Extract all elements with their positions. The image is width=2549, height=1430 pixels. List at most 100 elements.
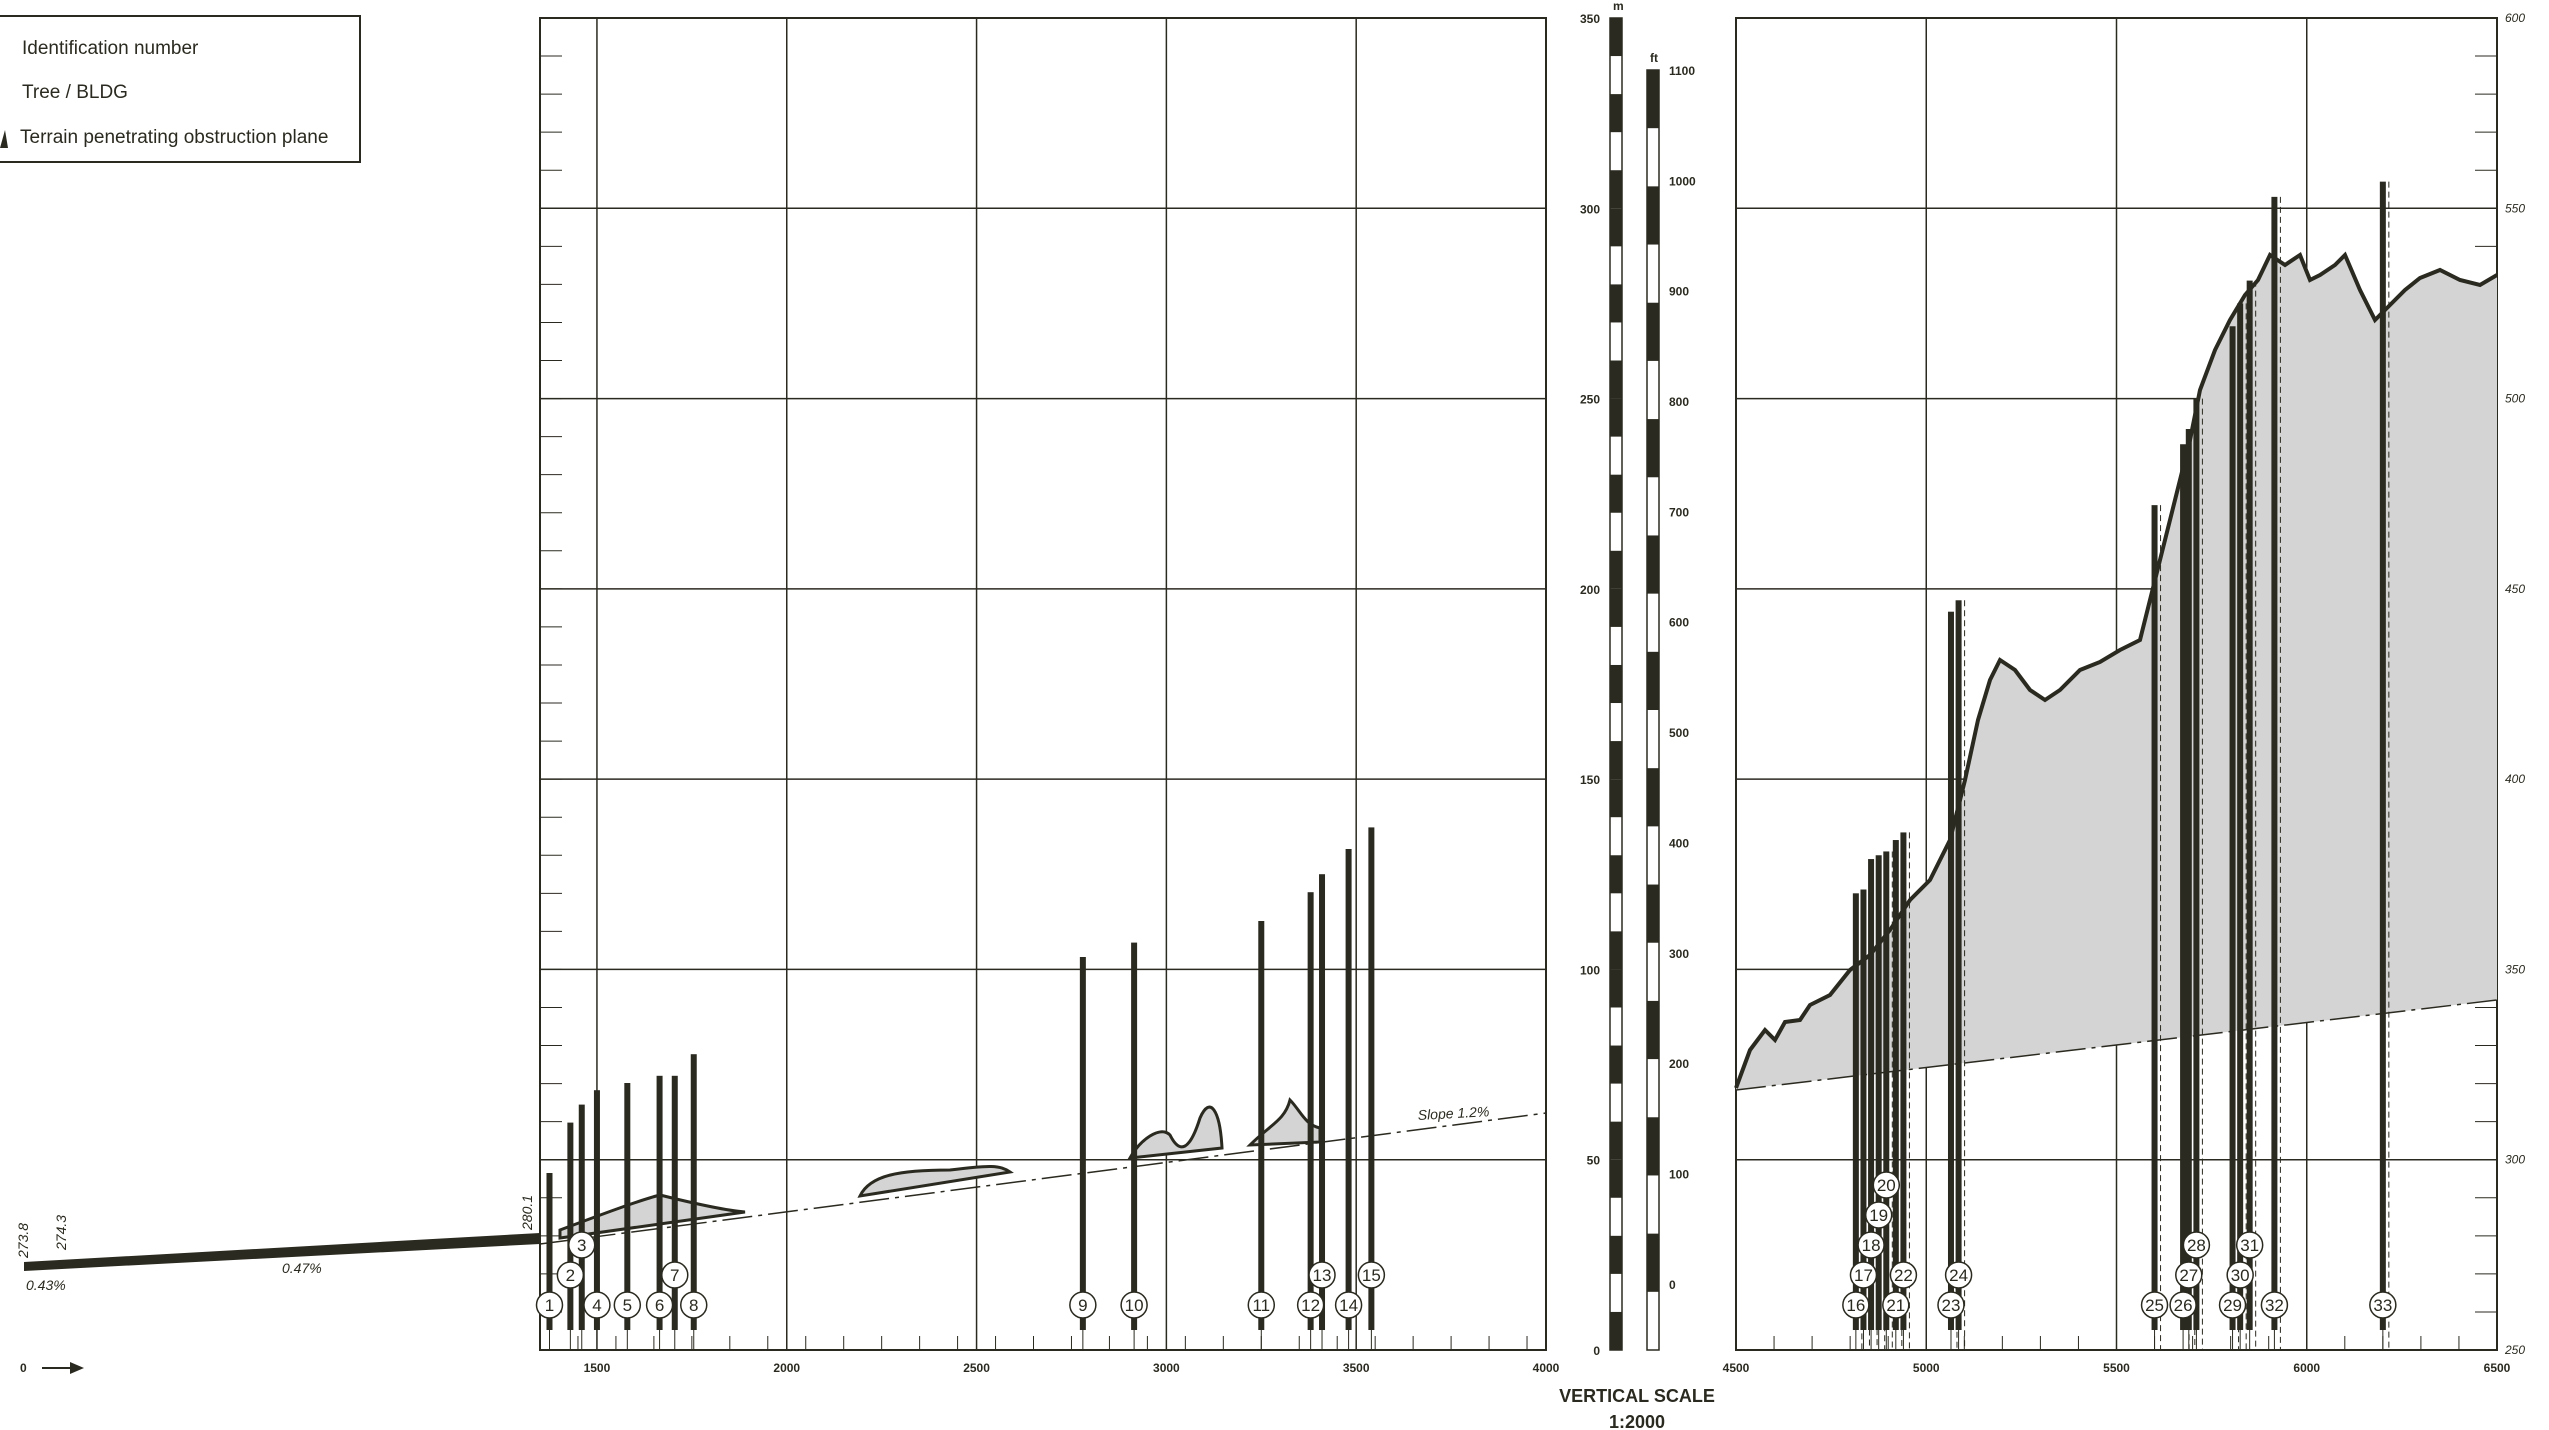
obstacle-id-circle-13 [1308, 1261, 1336, 1289]
obstacle-id-circle-27 [2175, 1261, 2203, 1289]
obstacle-id-label-2: 2 [566, 1266, 575, 1285]
m-bar-segment [1610, 18, 1622, 57]
obstacle-id-label-33: 33 [2373, 1296, 2392, 1315]
obstacle-id-label-13: 13 [1313, 1266, 1332, 1285]
m-scale-tick-label: 200 [1580, 583, 1600, 597]
obstacle-bar-12 [1307, 892, 1314, 1330]
m-bar-segment [1610, 664, 1622, 704]
m-scale-tick-label: 100 [1580, 963, 1600, 977]
obstacle-bar-6 [656, 1075, 663, 1330]
obstacle-id-label-3: 3 [577, 1236, 586, 1255]
terrain-bump [857, 1165, 1014, 1198]
obstacle-bar-18 [1868, 859, 1875, 1330]
right-y-tick-label: 500 [2505, 392, 2525, 406]
obstacle-id-label-5: 5 [623, 1296, 632, 1315]
m-scale-tick-label: 50 [1587, 1154, 1601, 1168]
ft-scale-tick-label: 600 [1669, 616, 1689, 630]
obstacle-id-circle-21 [1882, 1291, 1910, 1319]
obstacle-id-circle-19 [1864, 1201, 1893, 1229]
obstacle-id-circle-18 [1857, 1231, 1885, 1259]
runway-profile [24, 1233, 540, 1271]
legend: Identification number Tree / BLDG Terrai… [0, 15, 361, 163]
obstacle-id-label-23: 23 [1942, 1296, 1961, 1315]
ft-scale-tick-label: 300 [1669, 947, 1689, 961]
m-bar-segment [1610, 208, 1622, 247]
obstacle-bar-8 [690, 1054, 697, 1330]
legend-item-identification-number: Identification number [22, 38, 199, 59]
right-y-tick-label: 350 [2505, 962, 2525, 976]
right-y-tick-label: 250 [2504, 1343, 2525, 1357]
obstacle-id-circle-3 [568, 1231, 596, 1259]
obstacle-id-circle-6 [645, 1291, 674, 1319]
left-x-tick-label: 1500 [584, 1361, 611, 1375]
ft-bar-segment [1647, 535, 1659, 594]
vertical-scale-bar-m [1609, 17, 1623, 1351]
obstacle-id-circle-32 [2260, 1291, 2289, 1319]
obstacle-bar-16 [1852, 893, 1859, 1330]
obstacle-id-circle-31 [2235, 1231, 2264, 1259]
obstacle-id-label-25: 25 [2145, 1296, 2164, 1315]
m-bar-segment [1610, 931, 1622, 970]
obstacle-bar-20 [1883, 851, 1890, 1330]
ft-bar-segment [1647, 884, 1659, 943]
obstacle-bar-24 [1955, 600, 1962, 1330]
label-layer: 1500 2000 2500 3000 3500 4000 4500 5000 5500 6000… [535, 11, 2525, 1375]
ft-bar-segment [1647, 768, 1659, 827]
right-y-tick-label: 400 [2505, 772, 2525, 786]
obstacle-id-label-9: 9 [1078, 1296, 1087, 1315]
m-bar-segment [1610, 1235, 1622, 1274]
obstacle-id-circle-22 [1889, 1261, 1918, 1289]
obstruction-plane-left [539, 1112, 1547, 1245]
m-bar-segment [1610, 1159, 1622, 1198]
obstacle-id-circle-33 [2369, 1291, 2397, 1319]
obstacle-id-label-8: 8 [689, 1296, 698, 1315]
obstacle-id-label-7: 7 [670, 1266, 679, 1285]
vertical-scale-m-unit: m [1613, 0, 1624, 13]
m-scale-tick-label: 250 [1580, 393, 1600, 407]
left-x-tick-label: 2000 [773, 1361, 800, 1375]
obstacle-id-circle-30 [2226, 1261, 2254, 1289]
m-scale-tick-label: 150 [1580, 773, 1600, 787]
ft-bar-segment [1647, 186, 1659, 245]
obstacle-id-circle-11 [1247, 1291, 1276, 1319]
obstacle-id-circle-15 [1357, 1261, 1386, 1289]
obstacle-id-circle-25 [2140, 1291, 2169, 1319]
obstacle-bar-10 [1131, 942, 1138, 1330]
m-scale-tick-label: 300 [1580, 202, 1600, 216]
origin-label: 0 [20, 1361, 27, 1375]
obstacle-bar-25 [2151, 505, 2158, 1330]
vertical-scale-title: VERTICAL SCALE [1559, 1386, 1715, 1406]
obstacle-bar-17 [1860, 889, 1867, 1330]
obstacle-id-circle-17 [1849, 1261, 1878, 1289]
obstruction-plane-icon [0, 130, 8, 148]
obstacle-bar-5 [624, 1083, 631, 1330]
m-bar-segment [1610, 94, 1622, 133]
m-bar-segment [1610, 170, 1622, 209]
obstacle-bar-21 [1892, 840, 1899, 1330]
obstacle-id-label-1: 1 [545, 1296, 554, 1315]
obstacle-bar-27 [2185, 429, 2192, 1330]
obstacle-bar-15 [1368, 827, 1375, 1330]
m-bar-segment [1610, 855, 1622, 894]
obstacle-id-label-29: 29 [2223, 1296, 2242, 1315]
ft-scale-tick-label: 100 [1669, 1167, 1689, 1181]
obstacle-bar-19 [1875, 855, 1882, 1330]
m-bar-segment [1610, 741, 1622, 780]
obstacle-bar-3 [578, 1104, 585, 1330]
right-x-tick-label: 5000 [1913, 1361, 1940, 1375]
m-bar-segment [1610, 398, 1622, 437]
slope-label-0-47: 0.47% [282, 1260, 322, 1276]
ft-scale-tick-label: 1000 [1669, 174, 1696, 188]
terrain-bump [558, 1193, 746, 1240]
vertical-scale-ratio: 1:2000 [1609, 1412, 1665, 1430]
obstacle-bar-23 [1947, 611, 1954, 1330]
ft-scale-tick-label: 1100 [1669, 64, 1695, 78]
m-bar-segment [1610, 360, 1622, 399]
obstacle-id-circle-24 [1944, 1261, 1973, 1289]
obstacle-id-label-17: 17 [1854, 1266, 1873, 1285]
slope-label-1-2: Slope 1.2% [1417, 1103, 1489, 1123]
legend-item-tree-bldg: Tree / BLDG [22, 82, 128, 103]
obstruction-plane-right [1735, 999, 2498, 1091]
direction-arrow-icon [42, 1362, 84, 1374]
